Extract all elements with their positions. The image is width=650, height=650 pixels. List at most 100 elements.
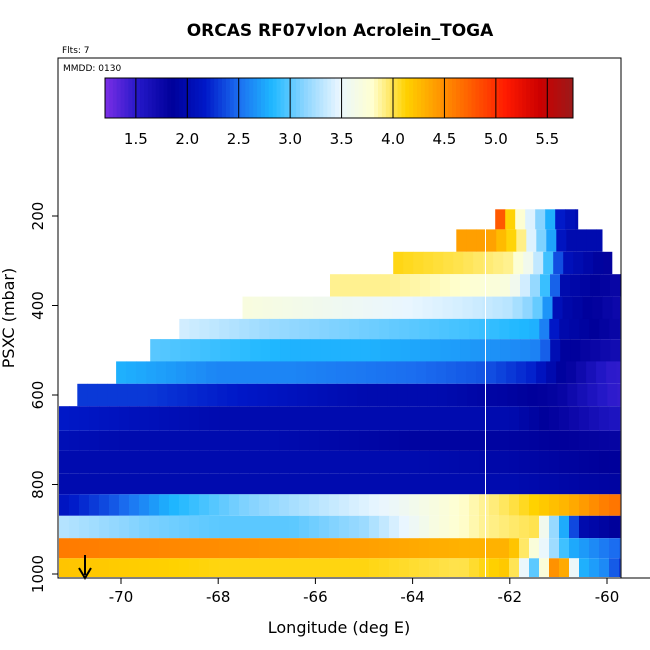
- heatmap-cell: [259, 473, 270, 495]
- heatmap-cell: [422, 296, 433, 319]
- heatmap-cell: [397, 383, 408, 407]
- heatmap-cell: [252, 296, 263, 319]
- heatmap-cell: [206, 361, 217, 384]
- heatmap-cell: [549, 515, 560, 539]
- heatmap-cell: [469, 318, 480, 339]
- heatmap-cell: [229, 318, 240, 339]
- heatmap-cell: [269, 558, 280, 577]
- heatmap-cell: [339, 318, 350, 339]
- heatmap-cell: [597, 383, 608, 407]
- colorbar-swatch: [350, 78, 356, 118]
- heatmap-cell: [579, 473, 590, 495]
- heatmap-cell: [409, 538, 420, 559]
- y-axis-label: PSXC (mbar): [0, 268, 18, 368]
- heatmap-cell: [499, 494, 510, 516]
- heatmap-cell: [290, 339, 301, 362]
- heatmap-cell: [169, 538, 180, 559]
- heatmap-cell: [349, 318, 360, 339]
- heatmap-cell: [419, 558, 430, 577]
- heatmap-cell: [249, 450, 260, 474]
- heatmap-cell: [619, 558, 621, 577]
- heatmap-cell: [369, 450, 380, 474]
- heatmap-cell: [329, 450, 340, 474]
- heatmap-cell: [189, 515, 200, 539]
- heatmap-cell: [520, 339, 531, 362]
- heatmap-cell: [439, 515, 450, 539]
- heatmap-cell: [149, 538, 160, 559]
- heatmap-cell: [356, 361, 367, 384]
- colorbar-swatch: [300, 78, 305, 118]
- heatmap-cell: [469, 558, 480, 577]
- heatmap-cell: [199, 538, 210, 559]
- colorbar-swatch: [436, 78, 441, 118]
- heatmap-cell: [189, 558, 200, 577]
- heatmap-cell: [109, 473, 120, 495]
- heatmap-cell: [269, 406, 280, 431]
- heatmap-cell: [149, 473, 160, 495]
- heatmap-cell: [449, 318, 460, 339]
- heatmap-cell: [583, 251, 594, 275]
- heatmap-cell: [237, 383, 248, 407]
- colorbar-swatch: [225, 78, 231, 118]
- heatmap-cell: [539, 494, 550, 516]
- heatmap-cell: [437, 383, 448, 407]
- heatmap-cell: [337, 383, 348, 407]
- heatmap-cell: [137, 383, 148, 407]
- colorbar-swatch: [261, 78, 266, 118]
- heatmap-cell: [439, 473, 450, 495]
- heatmap-cell: [189, 538, 200, 559]
- heatmap-cell: [449, 473, 460, 495]
- colorbar-swatch: [370, 78, 375, 118]
- heatmap-cell: [547, 383, 558, 407]
- colorbar-swatch: [409, 78, 414, 118]
- colorbar-swatch: [296, 78, 301, 118]
- heatmap-cell: [339, 515, 350, 539]
- heatmap-cell: [299, 318, 310, 339]
- heatmap-cell: [209, 430, 220, 451]
- heatmap-cell: [239, 473, 250, 495]
- heatmap-cell: [369, 494, 380, 516]
- heatmap-cell: [217, 383, 228, 407]
- heatmap-cell: [399, 430, 410, 451]
- heatmap-cell: [479, 318, 490, 339]
- heatmap-cell: [610, 274, 621, 297]
- heatmap-cell: [490, 339, 501, 362]
- heatmap-cell: [260, 339, 271, 362]
- heatmap-cell: [270, 339, 281, 362]
- colorbar-swatch: [381, 78, 387, 118]
- heatmap-row-4: [242, 296, 621, 319]
- heatmap-cell: [536, 361, 547, 384]
- heatmap-cell: [377, 383, 388, 407]
- heatmap-cell: [586, 361, 597, 384]
- heatmap-cell: [329, 494, 340, 516]
- heatmap-cell: [589, 318, 600, 339]
- heatmap-cell: [150, 339, 161, 362]
- heatmap-cell: [503, 251, 514, 275]
- heatmap-cell: [529, 318, 540, 339]
- heatmap-cell: [346, 361, 357, 384]
- heatmap-cell: [69, 558, 80, 577]
- heatmap-cell: [239, 515, 250, 539]
- heatmap-cell: [569, 494, 580, 516]
- heatmap-cell: [617, 383, 621, 407]
- heatmap-cell: [489, 538, 500, 559]
- heatmap-cell: [279, 515, 290, 539]
- heatmap-cell: [509, 538, 520, 559]
- heatmap-cell: [59, 538, 70, 559]
- colorbar-swatch: [534, 78, 539, 118]
- heatmap-cell: [279, 318, 290, 339]
- heatmap-cell: [505, 209, 516, 230]
- heatmap-cell: [509, 318, 520, 339]
- heatmap-cell: [139, 430, 150, 451]
- heatmap-cell: [486, 229, 497, 252]
- heatmap-cell: [606, 361, 617, 384]
- colorbar-swatch: [105, 78, 110, 118]
- heatmap-cell: [579, 538, 590, 559]
- heatmap-cell: [370, 274, 381, 297]
- heatmap-cell: [319, 538, 330, 559]
- heatmap-cell: [390, 339, 401, 362]
- colorbar-swatch: [471, 78, 476, 118]
- heatmap-cell: [359, 494, 370, 516]
- heatmap-cell: [527, 383, 538, 407]
- heatmap-cell: [319, 450, 330, 474]
